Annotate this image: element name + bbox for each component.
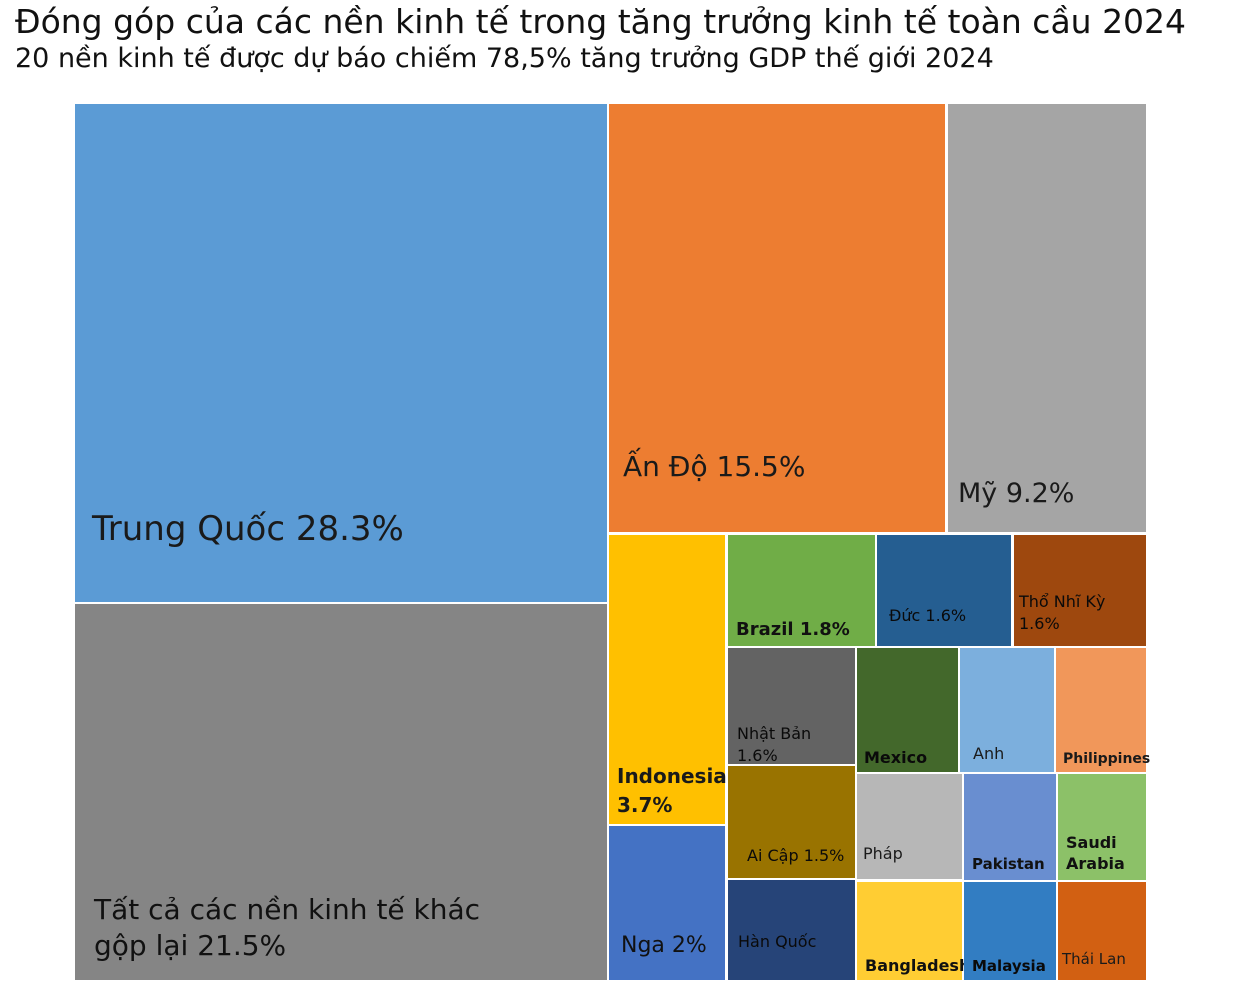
tile-rect-my — [948, 104, 1146, 532]
tile-rect-bangladesh — [857, 882, 962, 980]
tile-thai-lan: Thái Lan — [1058, 882, 1146, 980]
tile-label-tat-ca-cac-nen-kinh-te-khac-gop-lai: Tất cả các nền kinh tế khác gộp lại 21.5% — [93, 893, 480, 962]
tile-label-saudi-arabia: Saudi Arabia — [1066, 833, 1125, 873]
tile-label-line: Philippines — [1063, 751, 1150, 767]
tile-label-duc: Đức 1.6% — [889, 606, 966, 625]
tile-label-malaysia: Malaysia — [972, 957, 1046, 975]
tile-rect-ai-cap — [728, 766, 855, 878]
tile-rect-mexico — [857, 648, 958, 772]
tile-label-line: Hàn Quốc — [738, 932, 816, 951]
tile-bangladesh: Bangladesh — [857, 882, 970, 980]
tile-label-line: Brazil 1.8% — [736, 619, 850, 640]
tile-label-line: 1.6% — [737, 746, 778, 765]
tile-phap: Pháp — [857, 774, 962, 879]
tile-rect-nhat-ban — [728, 648, 855, 764]
tile-label-line: Đức 1.6% — [889, 606, 966, 625]
tile-label-pakistan: Pakistan — [972, 855, 1045, 873]
tile-label-anh: Anh — [973, 744, 1004, 763]
tile-brazil: Brazil 1.8% — [728, 535, 875, 646]
tile-rect-philippines — [1056, 648, 1146, 772]
tile-rect-thai-lan — [1058, 882, 1146, 980]
tile-anh: Anh — [960, 648, 1054, 772]
tile-rect-phap — [857, 774, 962, 879]
tile-rect-malaysia — [964, 882, 1056, 980]
tile-label-nhat-ban: Nhật Bản 1.6% — [737, 724, 811, 765]
tile-label-line: Mỹ 9.2% — [958, 478, 1074, 509]
tile-rect-tho-nhi-ky — [1014, 535, 1146, 646]
tile-duc: Đức 1.6% — [877, 535, 1011, 646]
tile-rect-duc — [877, 535, 1011, 646]
tile-label-line: Nhật Bản — [737, 724, 811, 743]
tile-label-line: Thổ Nhĩ Kỳ — [1018, 592, 1105, 611]
tile-label-line: Tất cả các nền kinh tế khác — [93, 893, 480, 926]
tile-label-line: Trung Quốc 28.3% — [91, 509, 404, 549]
tile-label-bangladesh: Bangladesh — [865, 956, 970, 975]
tile-an-do: Ấn Độ 15.5% — [609, 104, 945, 532]
tile-label-brazil: Brazil 1.8% — [736, 619, 850, 640]
tile-han-quoc: Hàn Quốc — [728, 880, 855, 980]
tile-ai-cap: Ai Cập 1.5% — [728, 766, 855, 878]
tile-label-tho-nhi-ky: Thổ Nhĩ Kỳ 1.6% — [1018, 592, 1105, 633]
tile-my: Mỹ 9.2% — [948, 104, 1146, 532]
tile-label-ai-cap: Ai Cập 1.5% — [747, 846, 844, 865]
tile-philippines: Philippines — [1056, 648, 1150, 772]
tile-nhat-ban: Nhật Bản 1.6% — [728, 648, 855, 765]
tile-rect-nga — [609, 826, 725, 980]
tile-tho-nhi-ky: Thổ Nhĩ Kỳ 1.6% — [1014, 535, 1146, 646]
tile-rect-anh — [960, 648, 1054, 772]
tile-mexico: Mexico — [857, 648, 958, 772]
tile-label-thai-lan: Thái Lan — [1061, 950, 1126, 968]
tile-label-line: Malaysia — [972, 957, 1046, 975]
tile-label-line: Bangladesh — [865, 956, 970, 975]
tile-label-my: Mỹ 9.2% — [958, 478, 1074, 509]
tile-saudi-arabia: Saudi Arabia — [1058, 774, 1146, 880]
tile-rect-saudi-arabia — [1058, 774, 1146, 880]
tile-label-line: Nga 2% — [621, 933, 707, 958]
tile-label-nga: Nga 2% — [621, 933, 707, 958]
tile-trung-quoc: Trung Quốc 28.3% — [75, 104, 607, 602]
tile-rect-pakistan — [964, 774, 1056, 880]
chart-subtitle: 20 nền kinh tế được dự báo chiếm 78,5% t… — [15, 43, 994, 74]
tile-label-line: Ai Cập 1.5% — [747, 846, 844, 865]
tile-label-trung-quoc: Trung Quốc 28.3% — [91, 509, 404, 549]
tile-label-mexico: Mexico — [864, 748, 927, 767]
tile-label-philippines: Philippines — [1063, 751, 1150, 767]
tile-label-line: 3.7% — [617, 793, 672, 817]
tile-label-phap: Pháp — [863, 844, 903, 863]
tile-label-line: Thái Lan — [1061, 950, 1126, 968]
tile-rect-han-quoc — [728, 880, 855, 980]
tile-rect-indonesia — [609, 535, 725, 824]
tile-rect-brazil — [728, 535, 875, 646]
tile-indonesia: Indonesia 3.7% — [609, 535, 727, 824]
tile-label-line: Ấn Độ 15.5% — [623, 446, 805, 483]
tile-label-line: Anh — [973, 744, 1004, 763]
chart-title: Đóng góp của các nền kinh tế trong tăng … — [15, 2, 1187, 41]
tile-malaysia: Malaysia — [964, 882, 1056, 980]
tile-nga: Nga 2% — [609, 826, 725, 980]
tile-label-line: Indonesia — [617, 764, 727, 788]
tile-label-line: 1.6% — [1019, 614, 1060, 633]
tile-tat-ca-cac-nen-kinh-te-khac-gop-lai: Tất cả các nền kinh tế khác gộp lại 21.5% — [75, 604, 607, 980]
tile-label-indonesia: Indonesia 3.7% — [617, 764, 727, 817]
tile-label-han-quoc: Hàn Quốc — [738, 932, 816, 951]
tile-label-line: gộp lại 21.5% — [94, 929, 286, 962]
tile-label-line: Pakistan — [972, 855, 1045, 873]
tile-rect-tat-ca-cac-nen-kinh-te-khac-gop-lai — [75, 604, 607, 980]
tile-label-line: Pháp — [863, 844, 903, 863]
tile-label-an-do: Ấn Độ 15.5% — [623, 446, 805, 483]
tile-label-line: Mexico — [864, 748, 927, 767]
tile-rect-an-do — [609, 104, 945, 532]
tile-rect-trung-quoc — [75, 104, 607, 602]
tile-pakistan: Pakistan — [964, 774, 1056, 880]
tile-label-line: Saudi — [1066, 833, 1117, 852]
tile-label-line: Arabia — [1066, 854, 1125, 873]
